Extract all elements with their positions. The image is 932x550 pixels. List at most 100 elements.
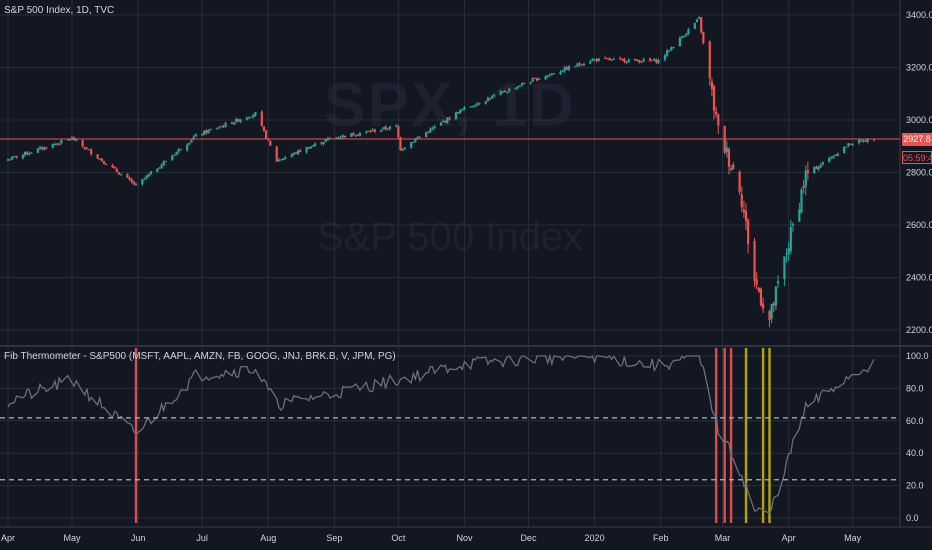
candle-body [26,152,29,155]
candle-body [604,57,607,59]
candle-body [640,61,643,63]
month-tick-label: Sep [326,533,342,543]
candle-body [580,64,583,66]
candle-body [678,37,681,47]
candle-body [866,138,869,142]
candle-body [299,150,302,152]
candle-body [804,170,807,187]
candle-body [190,140,193,143]
candle-body [309,146,312,149]
candle-body [791,223,795,226]
candle-body [456,112,460,114]
candle-body [141,179,144,185]
candle-body [533,77,536,79]
indicator-legend[interactable]: Fib Thermometer - S&P500 (MSFT, AAPL, AM… [4,351,396,362]
candle-body [335,137,338,139]
candle-body [388,126,391,130]
candle-body [544,76,547,80]
candle-body [314,143,317,146]
price-tick-label: 2800.0 [906,168,932,178]
candle-body [209,129,212,131]
candle-body [712,86,716,111]
candle-body [218,127,221,129]
candle-body [685,33,688,37]
candle-body [727,148,731,167]
candle-body [427,132,430,134]
candle-body [66,139,69,141]
candle-body [237,118,240,122]
candle-body [128,177,131,180]
candle-body [399,137,402,151]
signal-bars [134,348,771,523]
candle-body [98,158,101,160]
candle-body [582,63,586,66]
candle-body [307,147,310,149]
candle-body [476,103,479,106]
candle-body [156,169,159,172]
candle-body [11,156,14,160]
candle-body [695,19,699,23]
signal-bar-yellow [761,348,765,523]
reference-lines [0,417,900,481]
watermark-name: S&P 500 Index [316,215,584,259]
candle-body [710,81,713,90]
candle-body [373,129,376,132]
candle-body [115,168,118,172]
candle-body [520,83,524,86]
candle-body [478,102,481,104]
candle-body [410,142,413,148]
candle-body [576,63,579,67]
candle-body [60,140,63,144]
symbol-legend[interactable]: S&P 500 Index, 1D, TVC [4,5,115,16]
candle-body [608,58,611,61]
candle-body [262,126,266,131]
candle-body [192,137,195,140]
candle-body [550,73,554,75]
month-tick-label: May [844,533,862,543]
candle-body [708,41,711,79]
candle-body [96,154,99,159]
candle-body [668,50,671,52]
candle-body [384,126,387,130]
candle-body [322,142,325,144]
candle-body [290,154,293,157]
osc-tick-label: 0.0 [906,513,919,523]
candle-body [591,59,594,62]
candle-body [518,85,522,87]
candle-body [275,146,278,162]
candle-body [416,137,419,139]
candle-body [506,91,509,93]
oscillator-axis-labels: 0.0 20.0 40.0 60.0 80.0 100.0 [906,351,929,523]
candle-body [171,155,174,161]
candle-body [621,58,624,60]
price-tick-label: 3000.0 [906,115,932,125]
signal-bar-red [729,348,733,523]
month-tick-label: Apr [782,533,796,543]
candle-body [188,142,191,145]
candle-body [597,58,600,62]
candle-body [595,58,598,62]
candle-body [431,127,434,129]
candle-body [380,129,383,132]
candle-body [802,186,805,188]
candle-body [418,136,421,138]
signal-bar-red [134,348,138,523]
candle-body [117,172,121,175]
candle-body [836,153,839,156]
candle-body [51,144,54,148]
candle-body [296,150,300,155]
candle-body [761,303,765,309]
candle-body [397,126,400,138]
candle-body [834,155,837,157]
candle-body [849,143,852,145]
candle-body [119,174,123,176]
candle-body [610,59,613,61]
candle-body [830,157,833,159]
candle-body [68,139,71,141]
candle-body [768,311,771,321]
candle-body [774,286,777,306]
candle-body [448,118,451,120]
candle-body [627,59,630,63]
candle-body [358,133,362,136]
